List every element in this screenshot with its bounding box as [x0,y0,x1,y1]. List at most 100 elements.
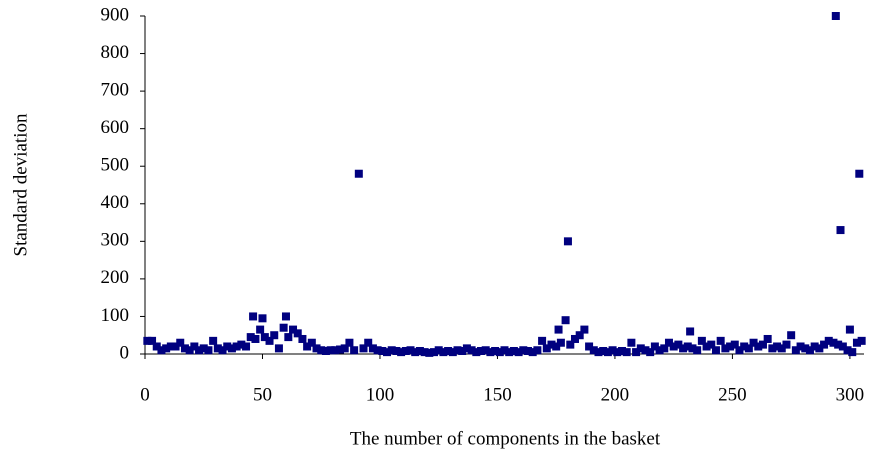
point [679,344,688,353]
point [209,336,218,345]
point [509,346,518,355]
point [472,348,481,357]
y-axis-title: Standard deviation [10,113,31,256]
x-tick-label: 200 [601,384,630,405]
point [331,346,340,355]
point [195,346,204,355]
point [166,342,175,351]
point [824,336,833,345]
point [486,348,495,357]
point [855,169,864,178]
point [810,342,819,351]
x-axis-title: The number of components in the basket [350,428,661,449]
point [580,325,589,334]
point [848,348,857,357]
point [453,346,462,355]
point [462,344,471,353]
point [249,312,258,321]
point [632,348,641,357]
point [260,333,269,342]
point [613,348,622,357]
y-tick-label: 400 [101,192,130,213]
point [270,331,279,340]
point [815,344,824,353]
point [387,346,396,355]
y-tick-label: 700 [101,79,130,100]
point [373,346,382,355]
point [279,323,288,332]
point [787,331,796,340]
point [246,333,255,342]
point [721,344,730,353]
point [176,338,185,347]
point [148,336,157,345]
point [669,342,678,351]
point [411,348,420,357]
point [350,346,359,355]
y-tick-label: 300 [101,230,130,251]
point [425,348,434,357]
point [420,348,429,357]
point [258,314,267,323]
point [683,342,692,351]
point [218,346,227,355]
point [547,340,556,349]
point [838,342,847,351]
point [834,340,843,349]
point [627,338,636,347]
point [378,346,387,355]
point [693,346,702,355]
point [561,316,570,325]
y-tick-label: 200 [101,267,130,288]
point [805,346,814,355]
y-tick-label: 100 [101,305,130,326]
x-tick-label: 300 [836,384,865,405]
point [317,346,326,355]
point [608,346,617,355]
point [444,346,453,355]
point [594,348,603,357]
y-tick-label: 0 [120,342,130,363]
point [646,348,655,357]
x-tick-label: 0 [140,384,150,405]
point [448,348,457,357]
point [392,346,401,355]
point [401,346,410,355]
point [538,336,547,345]
point [622,348,631,357]
point [603,348,612,357]
point [740,342,749,351]
point [664,338,673,347]
point [298,334,307,343]
point [467,346,476,355]
point [831,12,840,20]
x-tick-label: 50 [253,384,272,405]
point [514,348,523,357]
point [439,348,448,357]
point [185,346,194,355]
point [773,342,782,351]
point [768,344,777,353]
point [716,336,725,345]
point [242,342,251,351]
point [641,346,650,355]
point [820,340,829,349]
point [730,340,739,349]
y-tick-label: 900 [101,4,130,25]
y-tick-label: 600 [101,117,130,138]
point [213,344,222,353]
point [744,344,753,353]
point [674,340,683,349]
point [711,346,720,355]
point [157,346,166,355]
point [354,169,363,178]
point [563,237,572,246]
point [829,338,838,347]
point [265,336,274,345]
point [791,346,800,355]
point [232,342,241,351]
point [307,338,316,347]
point [415,346,424,355]
point [321,346,330,355]
